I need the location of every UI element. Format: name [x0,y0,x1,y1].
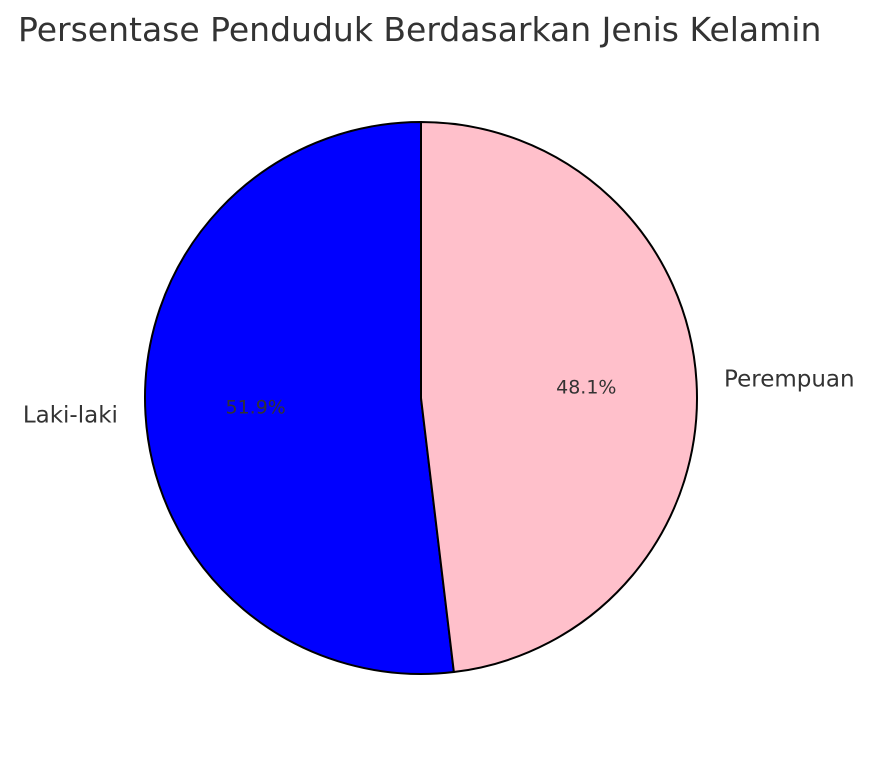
slice-label-laki-laki: Laki-laki [23,403,118,429]
pie-slice-perempuan [420,121,698,674]
slice-label-perempuan: Perempuan [724,366,855,392]
pie-labels: Laki-laki 51.9% Perempuan 48.1% [23,366,855,428]
slice-percent-laki-laki: 51.9% [226,396,286,418]
chart-title: Persentase Penduduk Berdasarkan Jenis Ke… [18,10,821,49]
pie-slices [144,121,698,675]
slice-percent-perempuan: 48.1% [556,377,616,399]
pie-slice-laki-laki [144,121,455,675]
